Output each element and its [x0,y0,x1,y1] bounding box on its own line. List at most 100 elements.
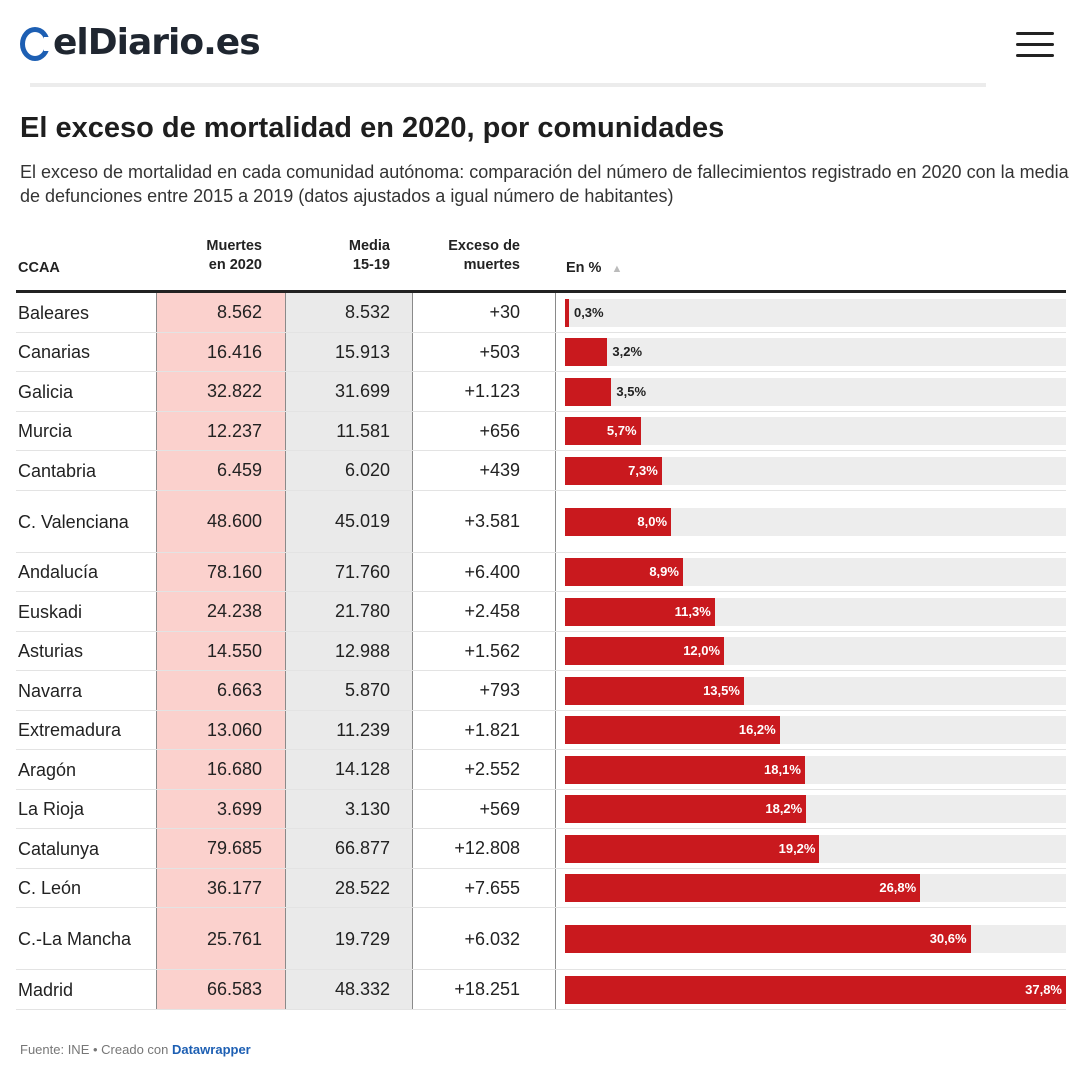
bar-label: 16,2% [738,722,776,738]
muertes-value: 48.600 [206,511,262,531]
media-value: 6.020 [344,460,390,481]
row-separator [16,749,1066,750]
header-media-line2: 15-19 [352,257,390,273]
header-exceso[interactable]: Exceso de muertes [414,237,520,275]
sort-up-icon[interactable]: ▲ [611,263,623,275]
exceso-value: +656 [479,420,520,441]
bar-label: 7,3% [628,462,658,478]
media-value: 28.522 [334,877,390,898]
table-row: Galicia 32.822 31.699 +1.123 3,5% [16,372,1066,412]
ccaa-name: Cantabria [18,460,97,481]
bar [565,456,662,485]
bar-label: 30,6% [929,931,967,946]
ccaa-name: Andalucía [18,562,99,583]
muertes-value: 8.562 [216,302,262,323]
table-row: Euskadi 24.238 21.780 +2.458 11,3% [16,592,1066,632]
bar [565,637,725,666]
bar-label: 8,9% [649,564,679,580]
media-value: 19.729 [334,928,390,949]
ccaa-name: Aragón [18,759,77,780]
exceso-value: +2.458 [464,601,520,622]
bar-track: 5,7% [565,417,1066,446]
ccaa-name: Murcia [18,421,73,442]
muertes-value: 32.822 [206,381,262,402]
row-separator [16,709,1066,711]
exceso-value: +1.821 [464,719,520,740]
bar-track: 19,2% [565,834,1066,863]
table-row: Asturias 14.550 12.988 +1.562 12,0% [16,632,1066,671]
muertes-value: 13.060 [206,719,262,740]
row-separator [16,551,1066,553]
muertes-value: 3.699 [216,798,262,819]
datawrapper-link[interactable]: Datawrapper [171,1042,251,1057]
row-separator [16,969,1066,970]
bar-track: 3,2% [565,338,1066,367]
table-row: Extremadura 13.060 11.239 +1.821 16,2% [16,711,1066,750]
ccaa-name: Asturias [18,641,84,662]
bar-label: 11,3% [674,603,711,619]
site-logo[interactable]: elDiario.es [20,22,261,63]
media-value: 15.913 [334,341,390,362]
header-muertes-line1: Muertes [206,238,262,254]
row-separator [16,489,1066,491]
bar-label: 5,7% [606,423,637,439]
bar-track: 16,2% [565,716,1066,745]
exceso-value: +18.251 [454,979,520,1000]
row-separator [16,788,1066,790]
bar-label: 3,2% [612,344,643,360]
header-pct[interactable]: En % ▲ [566,259,622,279]
bar [565,676,744,705]
muertes-value: 14.550 [206,640,262,661]
footer-created: Creado con [101,1042,172,1057]
bar [565,417,641,446]
media-column-bg [286,293,412,1009]
hamburger-icon[interactable] [1016,30,1054,58]
bar [565,755,805,784]
bar-label: 26,8% [879,880,917,896]
bar-label: 19,2% [778,840,816,856]
table-row: Catalunya 79.685 66.877 +12.808 19,2% [16,829,1066,869]
table-row: Madrid 66.583 48.332 +18.251 37,8% [16,970,1066,1010]
bar [565,558,683,587]
muertes-value: 25.761 [206,928,262,949]
media-value: 31.699 [334,381,390,402]
header-muertes[interactable]: Muertes en 2020 [156,237,262,275]
ccaa-name: C. Valenciana [18,511,129,532]
row-separator [16,591,1066,592]
exceso-value: +793 [479,680,520,701]
bar [565,834,820,863]
row-separator [16,1008,1066,1010]
bar [565,925,971,953]
exceso-value: +30 [489,302,520,323]
row-separator [16,331,1066,333]
column-divider [285,293,286,1009]
exceso-value: +439 [479,460,520,481]
exceso-value: +1.562 [464,640,520,661]
row-separator [16,410,1066,412]
bar-label: 13,5% [703,682,740,698]
media-value: 66.877 [334,838,390,859]
media-value: 11.239 [336,719,390,740]
header-exceso-line1: Exceso de [448,238,520,254]
bar-track: 18,2% [565,795,1066,824]
table-row: Aragón 16.680 14.128 +2.552 18,1% [16,750,1066,790]
bar [565,975,1066,1004]
row-separator [16,630,1066,632]
header-ccaa[interactable]: CCAA [18,260,60,276]
ccaa-name: C.-La Mancha [18,929,132,949]
media-value: 21.780 [334,601,390,622]
bar-track: 13,5% [565,676,1066,705]
bar-track: 7,3% [565,456,1066,485]
table-row: Andalucía 78.160 71.760 +6.400 8,9% [16,553,1066,592]
footer-separator: • [89,1042,102,1057]
row-separator [16,670,1066,671]
media-value: 11.581 [336,420,390,441]
header-media[interactable]: Media 15-19 [286,237,390,275]
bar [565,507,672,536]
bar-track: 18,1% [565,755,1066,784]
bar-label: 0,3% [573,304,604,320]
media-value: 3.130 [344,798,390,819]
bar [565,795,807,824]
header-exceso-line2: muertes [463,257,520,273]
muertes-value: 16.416 [206,341,262,362]
